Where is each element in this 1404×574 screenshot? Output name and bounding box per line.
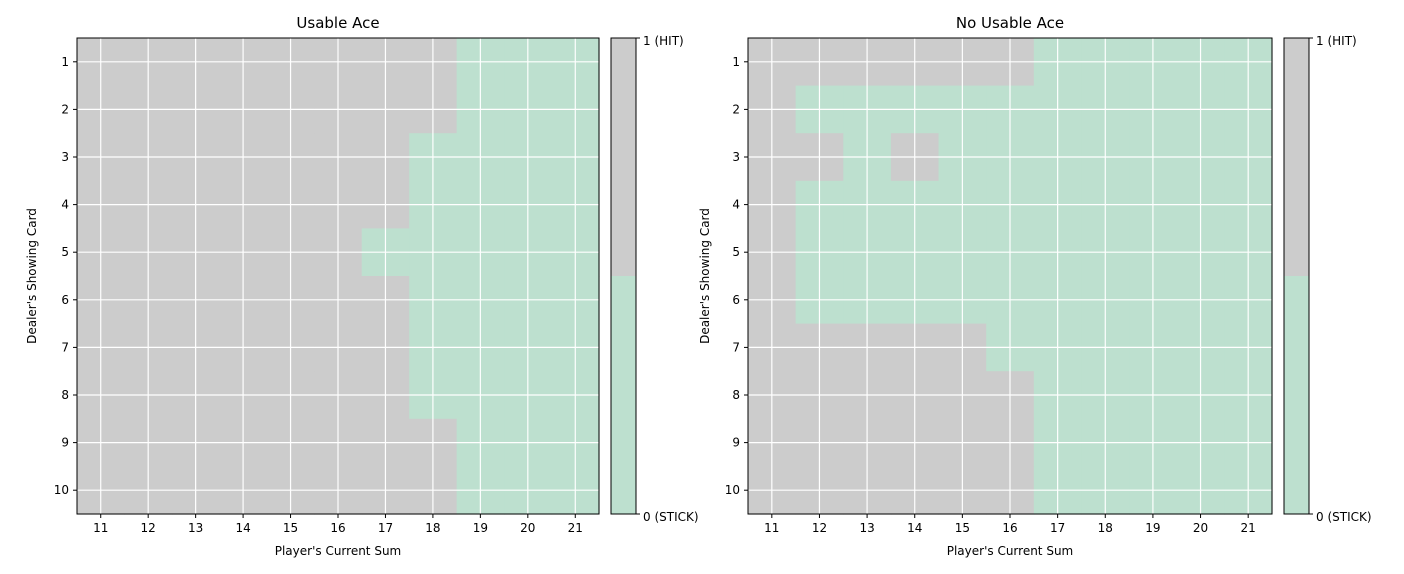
- x-tick-label: 12: [812, 521, 827, 535]
- y-tick-label: 4: [732, 198, 740, 212]
- x-tick-label: 20: [1193, 521, 1208, 535]
- x-axis-label: Player's Current Sum: [947, 544, 1074, 558]
- x-tick-label: 11: [93, 521, 108, 535]
- y-tick-label: 9: [61, 436, 69, 450]
- colorbar-frame: [610, 37, 637, 515]
- y-tick-label: 4: [61, 198, 69, 212]
- x-tick-label: 19: [1145, 521, 1160, 535]
- colorbar-hit-segment: [611, 38, 636, 276]
- colorbar-hit-segment: [1284, 38, 1309, 276]
- colorbar-stick-segment: [1284, 276, 1309, 514]
- x-tick-label: 19: [473, 521, 488, 535]
- x-tick-labels: 11 12 13 14 15 16 17 18 19 20 21: [764, 514, 1256, 535]
- x-tick-label: 15: [283, 521, 298, 535]
- colorbar-frame: [1283, 37, 1310, 515]
- x-tick-label: 11: [764, 521, 779, 535]
- x-tick-label: 15: [955, 521, 970, 535]
- y-tick-label: 9: [732, 436, 740, 450]
- x-tick-label: 16: [1002, 521, 1017, 535]
- x-tick-label: 14: [235, 521, 250, 535]
- y-tick-label: 8: [61, 388, 69, 402]
- colorbar-label-stick: 0 (STICK): [1316, 510, 1372, 524]
- x-tick-label: 17: [1050, 521, 1065, 535]
- y-tick-labels: 1 2 3 4 5 6 7 8 9 10: [725, 55, 748, 497]
- grid-lines: [77, 38, 599, 514]
- y-tick-label: 10: [54, 483, 69, 497]
- x-tick-label: 20: [520, 521, 535, 535]
- chart-title: Usable Ace: [296, 14, 379, 32]
- y-tick-labels: 1 2 3 4 5 6 7 8 9 10: [54, 55, 77, 497]
- chart-title: No Usable Ace: [956, 14, 1064, 32]
- x-tick-label: 21: [1241, 521, 1256, 535]
- x-tick-label: 17: [378, 521, 393, 535]
- colorbar: 1 (HIT) 0 (STICK): [1283, 34, 1372, 524]
- y-tick-label: 5: [61, 245, 69, 259]
- x-axis-label: Player's Current Sum: [275, 544, 402, 558]
- y-tick-label: 7: [61, 340, 69, 354]
- x-tick-label: 14: [907, 521, 922, 535]
- y-tick-label: 2: [732, 102, 740, 116]
- colorbar-label-hit: 1 (HIT): [1316, 34, 1357, 48]
- y-axis-label: Dealer's Showing Card: [698, 208, 712, 344]
- y-tick-label: 3: [61, 150, 69, 164]
- colorbar-label-hit: 1 (HIT): [643, 34, 684, 48]
- y-tick-label: 3: [732, 150, 740, 164]
- x-tick-label: 13: [859, 521, 874, 535]
- y-tick-label: 8: [732, 388, 740, 402]
- colorbar: 1 (HIT) 0 (STICK): [610, 34, 699, 524]
- y-tick-label: 1: [61, 55, 69, 69]
- y-axis-label: Dealer's Showing Card: [25, 208, 39, 344]
- y-tick-label: 6: [61, 293, 69, 307]
- grid-lines: [748, 38, 1272, 514]
- y-tick-label: 7: [732, 340, 740, 354]
- x-tick-label: 13: [188, 521, 203, 535]
- y-tick-label: 2: [61, 102, 69, 116]
- x-tick-label: 18: [1098, 521, 1113, 535]
- x-tick-label: 16: [330, 521, 345, 535]
- y-tick-label: 6: [732, 293, 740, 307]
- colorbar-label-stick: 0 (STICK): [643, 510, 699, 524]
- x-tick-labels: 11 12 13 14 15 16 17 18 19 20 21: [93, 514, 583, 535]
- y-tick-label: 1: [732, 55, 740, 69]
- x-tick-label: 18: [425, 521, 440, 535]
- y-tick-label: 10: [725, 483, 740, 497]
- x-tick-label: 12: [141, 521, 156, 535]
- colorbar-stick-segment: [611, 276, 636, 514]
- y-tick-label: 5: [732, 245, 740, 259]
- x-tick-label: 21: [568, 521, 583, 535]
